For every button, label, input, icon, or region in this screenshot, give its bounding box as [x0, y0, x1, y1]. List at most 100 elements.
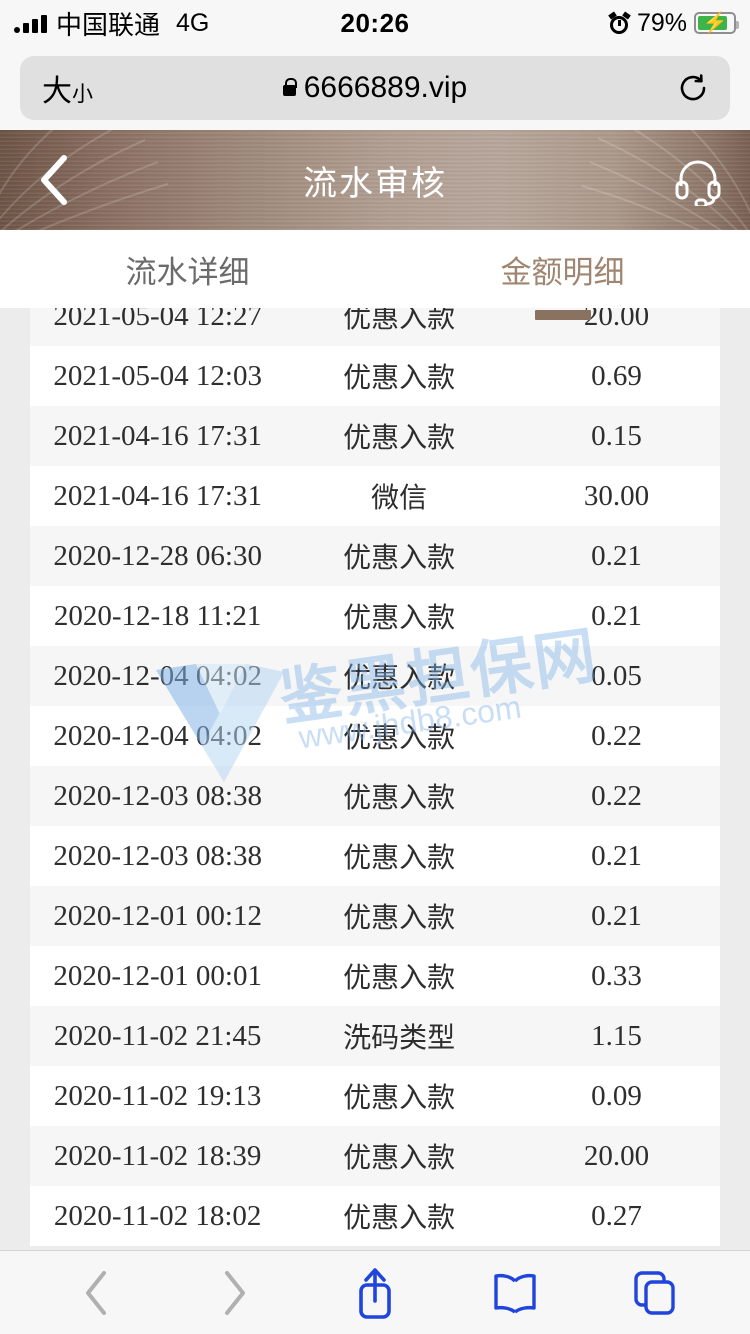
- cell-type: 优惠入款: [343, 542, 456, 573]
- app-header: 流水审核: [0, 130, 750, 230]
- cell-type: 洗码类型: [343, 1022, 456, 1053]
- url-bar[interactable]: 大小 6666889.vip: [20, 56, 730, 120]
- customer-service-button[interactable]: [668, 150, 728, 210]
- cell-date: 2020-11-02 19:13: [53, 1079, 262, 1112]
- cell-type: 优惠入款: [343, 422, 456, 453]
- cell-amount: 20.00: [583, 308, 650, 332]
- browser-forward-button[interactable]: [200, 1263, 270, 1323]
- lock-icon: [282, 78, 298, 96]
- browser-back-button[interactable]: [61, 1263, 131, 1323]
- cell-date: 2021-04-16 17:31: [53, 419, 262, 452]
- table-row[interactable]: 2020-12-28 06:30 优惠入款 0.21: [30, 526, 720, 586]
- cell-type: 优惠入款: [343, 602, 456, 633]
- active-tab-indicator: [534, 310, 591, 320]
- signal-bars-icon: [14, 14, 47, 33]
- text-size-button[interactable]: 大小: [42, 75, 93, 108]
- cell-amount: 0.21: [591, 539, 642, 572]
- status-bar-left: 中国联通 4G: [14, 5, 209, 42]
- cell-amount: 0.33: [591, 959, 642, 992]
- cell-date: 2020-12-01 00:12: [53, 899, 262, 932]
- table-row[interactable]: 2020-12-03 08:38 优惠入款 0.22: [30, 766, 720, 826]
- cell-type: 优惠入款: [343, 362, 456, 393]
- cell-amount: 1.15: [591, 1019, 642, 1052]
- cell-type: 优惠入款: [343, 308, 456, 333]
- tabs-icon: [634, 1270, 675, 1315]
- cell-amount: 0.05: [591, 659, 642, 692]
- cell-amount: 0.21: [591, 599, 642, 632]
- table-row[interactable]: 2020-11-02 18:02 优惠入款 0.27: [30, 1186, 720, 1246]
- browser-toolbar: [0, 1250, 750, 1334]
- table-row[interactable]: 2020-12-03 08:38 优惠入款 0.21: [30, 826, 720, 886]
- cell-amount: 20.00: [583, 1139, 650, 1172]
- transaction-table: 2021-05-04 12:27 优惠入款 20.00 2021-05-04 12:0…: [30, 308, 720, 1246]
- cell-date: 2020-11-02 21:45: [53, 1019, 262, 1052]
- table-row[interactable]: 2021-05-04 12:27 优惠入款 20.00: [30, 308, 720, 346]
- cell-amount: 0.15: [591, 419, 642, 452]
- tab-bar: 流水详细 金额明细: [0, 230, 750, 320]
- cell-amount: 0.22: [591, 779, 642, 812]
- page-title: 流水审核: [303, 164, 447, 203]
- cell-type: 微信: [371, 482, 428, 513]
- cell-date: 2021-05-04 12:03: [53, 359, 262, 392]
- tab-label: 金额明细: [500, 254, 625, 290]
- table-row[interactable]: 2020-12-01 00:12 优惠入款 0.21: [30, 886, 720, 946]
- browser-tabs-button[interactable]: [619, 1263, 689, 1323]
- table-row[interactable]: 2021-04-16 17:31 微信 30.00: [30, 466, 720, 526]
- table-row[interactable]: 2020-12-01 00:01 优惠入款 0.33: [30, 946, 720, 1006]
- cell-type: 优惠入款: [343, 662, 456, 693]
- header-back-button[interactable]: [22, 148, 86, 212]
- table-row[interactable]: 2020-12-04 04:02 优惠入款 0.22: [30, 706, 720, 766]
- table-row[interactable]: 2020-12-18 11:21 优惠入款 0.21: [30, 586, 720, 646]
- browser-share-button[interactable]: [340, 1263, 410, 1323]
- carrier-label: 中国联通: [56, 9, 161, 40]
- cell-amount: 0.69: [591, 359, 642, 392]
- browser-urlbar-area: 大小 6666889.vip: [0, 46, 750, 130]
- table-row[interactable]: 2020-11-02 18:39 优惠入款 20.00: [30, 1126, 720, 1186]
- cell-type: 优惠入款: [343, 1202, 456, 1233]
- share-icon: [359, 1267, 391, 1319]
- cell-amount: 0.21: [591, 899, 642, 932]
- table-row[interactable]: 2020-11-02 21:45 洗码类型 1.15: [30, 1006, 720, 1066]
- cell-amount: 0.27: [591, 1199, 642, 1232]
- reload-icon[interactable]: [678, 73, 708, 103]
- book-icon: [493, 1273, 536, 1313]
- alarm-clock-icon: [608, 10, 631, 34]
- headset-icon: [675, 160, 721, 206]
- back-chevron-icon: [85, 1270, 106, 1315]
- table-row[interactable]: 2021-04-16 17:31 优惠入款 0.15: [30, 406, 720, 466]
- forward-chevron-icon: [225, 1270, 246, 1315]
- cell-date: 2021-05-04 12:27: [53, 308, 262, 332]
- cell-type: 优惠入款: [343, 902, 456, 933]
- tab-amount-detail[interactable]: 金额明细: [375, 230, 750, 320]
- url-text: 6666889.vip: [303, 71, 468, 104]
- cell-type: 优惠入款: [343, 1142, 456, 1173]
- tab-flow-detail[interactable]: 流水详细: [0, 230, 375, 308]
- battery-charging-icon: ⚡: [694, 12, 739, 34]
- cell-amount: 0.22: [591, 719, 642, 752]
- table-row[interactable]: 2020-12-04 04:02 优惠入款 0.05: [30, 646, 720, 706]
- cell-amount: 0.09: [591, 1079, 642, 1112]
- status-bar: 中国联通 4G 20:26 79% ⚡: [0, 0, 750, 46]
- cell-type: 优惠入款: [343, 842, 456, 873]
- battery-percent-label: 79%: [636, 8, 687, 37]
- cell-type: 优惠入款: [343, 722, 456, 753]
- clock-label: 20:26: [340, 7, 410, 38]
- cell-type: 优惠入款: [343, 782, 456, 813]
- transaction-list-scroll-area[interactable]: 2021-05-04 12:27 优惠入款 20.00 2021-05-04 12:0…: [0, 308, 750, 1250]
- cell-date: 2020-12-04 04:02: [53, 659, 262, 692]
- tab-label: 流水详细: [125, 254, 250, 290]
- cell-date: 2020-11-02 18:02: [53, 1199, 262, 1232]
- table-row[interactable]: 2020-11-02 19:13 优惠入款 0.09: [30, 1066, 720, 1126]
- cell-date: 2020-12-03 08:38: [53, 839, 262, 872]
- cell-date: 2020-12-28 06:30: [53, 539, 262, 572]
- cell-date: 2020-12-18 11:21: [53, 599, 262, 632]
- cell-date: 2020-12-04 04:02: [53, 719, 262, 752]
- table-row[interactable]: 2021-05-04 12:03 优惠入款 0.69: [30, 346, 720, 406]
- url-display: 6666889.vip: [20, 71, 730, 105]
- status-bar-right: 79% ⚡: [608, 8, 739, 38]
- cell-amount: 30.00: [583, 479, 650, 512]
- network-type-label: 4G: [176, 8, 210, 37]
- cell-date: 2020-12-01 00:01: [53, 959, 262, 992]
- browser-bookmarks-button[interactable]: [480, 1263, 550, 1323]
